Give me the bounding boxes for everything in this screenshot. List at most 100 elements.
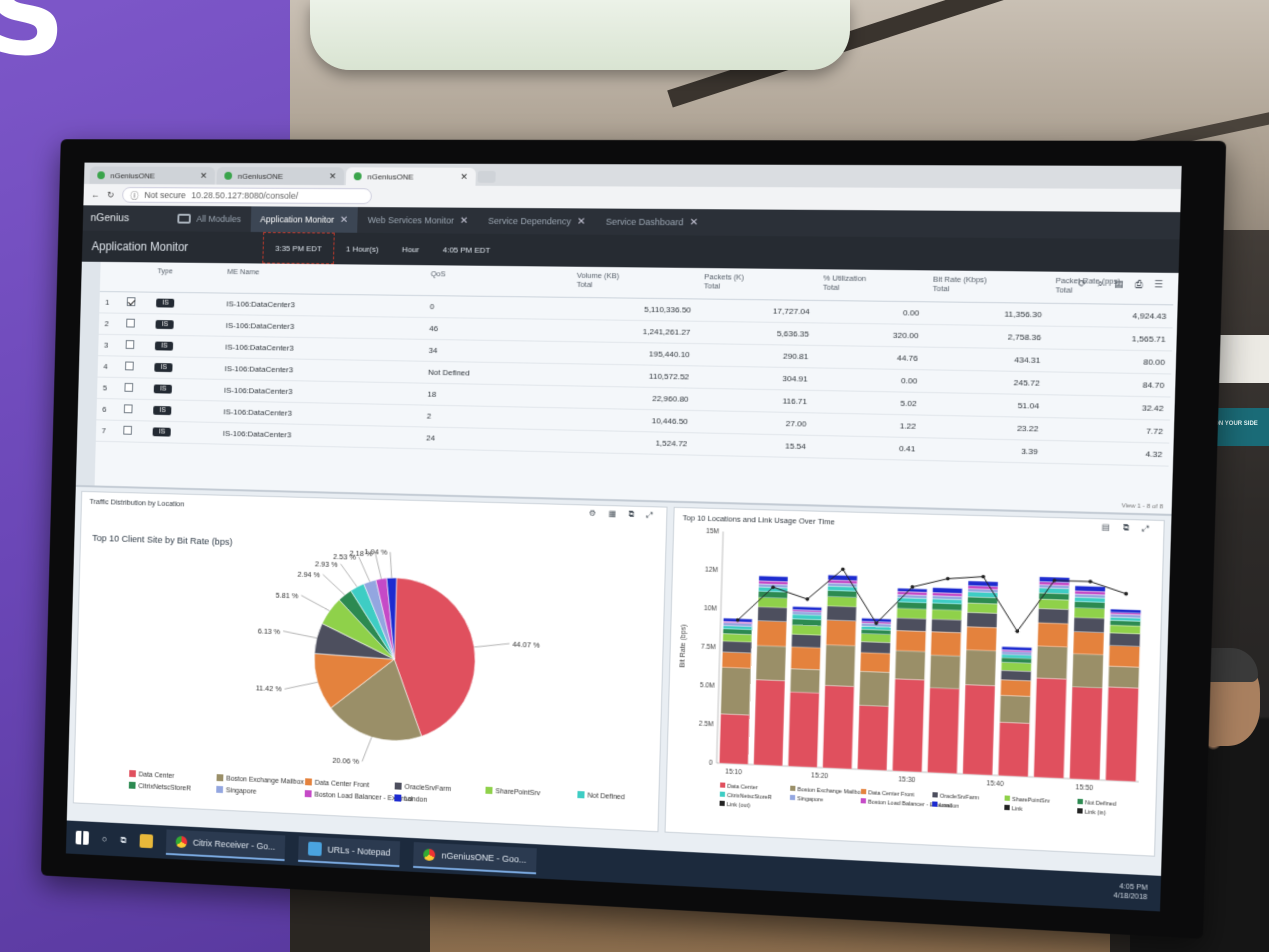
bar-segment[interactable]: [826, 620, 856, 646]
bar-segment[interactable]: [897, 602, 927, 609]
bar-segment[interactable]: [792, 625, 821, 635]
bar-segment[interactable]: [792, 619, 821, 626]
bar-segment[interactable]: [968, 581, 998, 587]
col-bitrate[interactable]: Bit Rate (Kbps) Total: [926, 270, 1049, 302]
checkbox[interactable]: [126, 318, 135, 327]
bar-segment[interactable]: [931, 631, 961, 656]
row-checkbox[interactable]: [121, 291, 151, 313]
bar-segment[interactable]: [722, 652, 751, 669]
close-icon[interactable]: ✕: [577, 216, 586, 227]
col-me-name[interactable]: ME Name: [221, 263, 425, 295]
bar-segment[interactable]: [722, 641, 751, 653]
bar-segment[interactable]: [927, 688, 959, 774]
bar-segment[interactable]: [759, 576, 788, 582]
bar-segment[interactable]: [1034, 678, 1067, 779]
file-explorer-icon[interactable]: [139, 834, 153, 848]
bar-segment[interactable]: [1000, 680, 1030, 697]
bar-segment[interactable]: [932, 610, 962, 620]
close-icon[interactable]: ✕: [460, 215, 469, 226]
browser-tab[interactable]: nGeniusONE ✕: [217, 167, 345, 185]
bar-segment[interactable]: [1073, 632, 1104, 655]
bar-segment[interactable]: [1039, 599, 1069, 609]
checkbox[interactable]: [124, 404, 133, 413]
bar-segment[interactable]: [791, 634, 820, 647]
task-view-icon[interactable]: ⧉: [120, 834, 126, 845]
end-time-picker[interactable]: 4:05 PM EDT: [430, 233, 502, 266]
bar-segment[interactable]: [1070, 687, 1103, 780]
all-modules-menu[interactable]: All Modules: [168, 206, 251, 232]
bar-segment[interactable]: [1001, 662, 1031, 671]
system-tray[interactable]: 4:05 PM 4/18/2018: [1113, 882, 1160, 903]
bar-segment[interactable]: [1038, 608, 1068, 623]
browser-tab-active[interactable]: nGeniusONE ✕: [346, 167, 476, 185]
col-volume[interactable]: Volume (KB) Total: [570, 267, 698, 299]
resolution-select[interactable]: Hour: [390, 233, 432, 265]
tab-service-dependency[interactable]: Service Dependency ✕: [478, 208, 596, 235]
bar-segment[interactable]: [967, 603, 997, 613]
bar-segment[interactable]: [827, 597, 856, 607]
panel-toolbar-icons[interactable]: ▤ ⧉ ⤢: [1101, 522, 1155, 534]
bar-segment[interactable]: [1074, 617, 1105, 632]
bar-segment[interactable]: [1074, 608, 1104, 618]
tab-web-services-monitor[interactable]: Web Services Monitor ✕: [358, 207, 479, 234]
address-bar[interactable]: ⓘ Not secure 10.28.50.127:8080/console/: [122, 187, 372, 204]
checkbox[interactable]: [125, 361, 134, 370]
bar-segment[interactable]: [828, 591, 857, 598]
bar-segment[interactable]: [1109, 633, 1140, 647]
close-icon[interactable]: ✕: [689, 217, 698, 228]
bar-segment[interactable]: [933, 588, 963, 594]
bar-segment[interactable]: [895, 651, 925, 680]
bar-segment[interactable]: [1108, 666, 1139, 688]
bar-segment[interactable]: [1037, 646, 1068, 679]
bar-segment[interactable]: [825, 645, 855, 687]
bar-segment[interactable]: [930, 655, 961, 689]
tab-service-dashboard[interactable]: Service Dashboard ✕: [595, 209, 708, 236]
bar-segment[interactable]: [758, 598, 787, 608]
bar-segment[interactable]: [1105, 687, 1138, 782]
bar-segment[interactable]: [758, 607, 787, 622]
close-icon[interactable]: ✕: [340, 214, 348, 225]
checkbox[interactable]: [123, 425, 132, 434]
checkbox[interactable]: [124, 382, 133, 391]
bar-segment[interactable]: [861, 641, 891, 653]
bar-segment[interactable]: [757, 621, 787, 647]
bar-segment[interactable]: [896, 618, 926, 632]
taskbar-item[interactable]: URLs - Notepad: [298, 836, 401, 867]
bar-segment[interactable]: [754, 680, 785, 766]
checkbox[interactable]: [127, 297, 136, 306]
col-qos[interactable]: QoS: [424, 265, 571, 297]
bar-segment[interactable]: [823, 685, 855, 769]
browser-tab[interactable]: nGeniusONE ✕: [90, 166, 215, 184]
bar-segment[interactable]: [896, 630, 926, 651]
windows-start-icon[interactable]: [76, 831, 89, 845]
bar-segment[interactable]: [1075, 586, 1105, 592]
bar-segment[interactable]: [791, 647, 821, 670]
bar-segment[interactable]: [1109, 646, 1140, 668]
row-checkbox[interactable]: [117, 420, 147, 442]
row-checkbox[interactable]: [120, 313, 150, 335]
bar-segment[interactable]: [723, 633, 752, 642]
row-checkbox[interactable]: [118, 398, 148, 420]
col-util[interactable]: % Utilization Total: [816, 269, 927, 301]
bar-segment[interactable]: [931, 619, 961, 633]
bar-segment[interactable]: [860, 652, 890, 672]
close-icon[interactable]: ✕: [460, 171, 468, 182]
bar-segment[interactable]: [968, 597, 998, 604]
bar-segment[interactable]: [1038, 623, 1069, 648]
search-icon[interactable]: ○: [102, 834, 107, 844]
bar-segment[interactable]: [998, 722, 1029, 777]
bar-segment[interactable]: [967, 612, 997, 627]
start-time-picker[interactable]: 3:35 PM EDT: [262, 232, 334, 264]
info-icon[interactable]: ⓘ: [130, 189, 139, 202]
row-checkbox[interactable]: [120, 334, 150, 356]
bar-segment[interactable]: [1110, 625, 1141, 634]
bar-segment[interactable]: [965, 650, 996, 686]
taskbar-item[interactable]: Citrix Receiver - Go...: [166, 829, 285, 861]
bar-segment[interactable]: [721, 667, 751, 714]
bar-segment[interactable]: [861, 634, 891, 643]
col-type[interactable]: Type: [151, 262, 222, 292]
col-pktrate[interactable]: Packet Rate (pps) Total: [1049, 272, 1175, 305]
bar-segment[interactable]: [1072, 654, 1103, 688]
row-checkbox[interactable]: [119, 356, 149, 378]
checkbox[interactable]: [126, 340, 135, 349]
